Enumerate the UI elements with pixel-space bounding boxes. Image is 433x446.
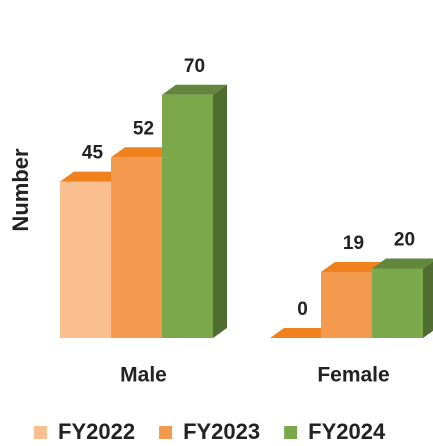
category-label: Male <box>120 364 167 387</box>
legend-swatch <box>284 426 298 439</box>
bar-top <box>162 84 227 95</box>
bar-side <box>213 84 227 338</box>
bar-front <box>162 94 213 338</box>
bar-top <box>321 261 386 272</box>
value-label: 45 <box>82 143 104 164</box>
legend-label: FY2022 <box>58 419 135 444</box>
bar-top <box>270 328 335 338</box>
bar-front <box>372 268 423 338</box>
value-label: 0 <box>297 299 308 320</box>
value-label: 70 <box>184 56 205 77</box>
y-axis-label: Number <box>8 148 33 232</box>
legend-swatch <box>159 426 173 439</box>
legend-label: FY2023 <box>183 419 260 444</box>
bar-side <box>423 261 433 338</box>
value-label: 20 <box>394 230 415 251</box>
bar-top <box>60 171 125 182</box>
legend-label: FY2024 <box>308 419 386 444</box>
bar-front <box>111 157 162 338</box>
bar-top <box>372 258 433 269</box>
legend-swatch <box>34 426 47 439</box>
bar-top <box>111 147 176 158</box>
value-label: 52 <box>133 118 154 139</box>
bar-front <box>321 271 372 338</box>
category-label: Female <box>317 364 389 387</box>
value-label: 19 <box>343 233 364 254</box>
bar-front <box>60 181 111 338</box>
